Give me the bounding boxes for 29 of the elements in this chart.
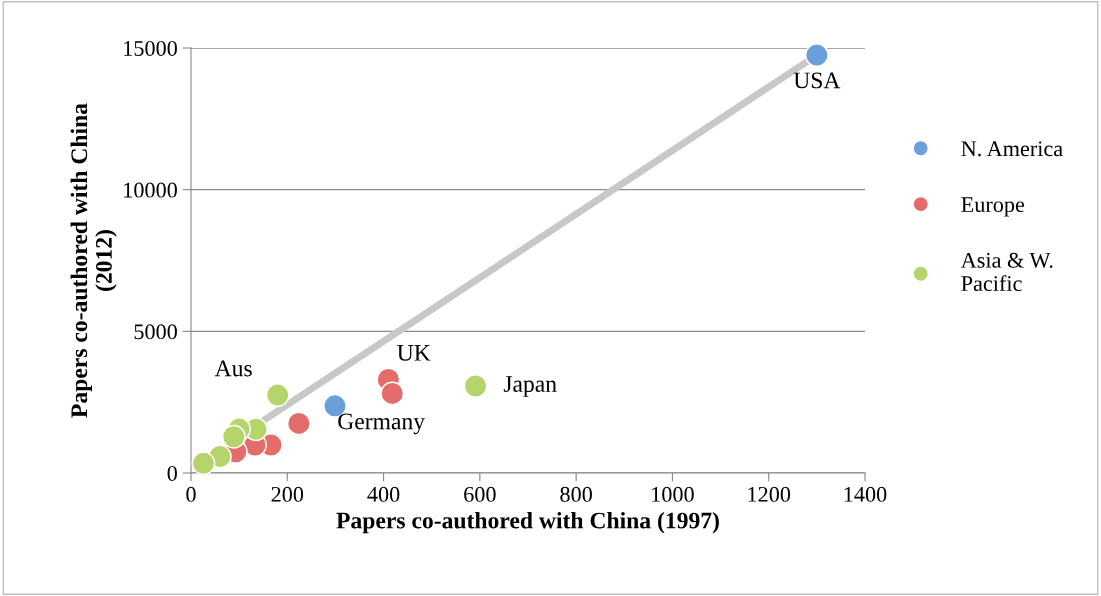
y-tick-label: 5000 (134, 324, 177, 340)
x-tick-label: 200 (271, 486, 304, 502)
x-tick-label: 1400 (844, 486, 887, 502)
point (221, 424, 246, 449)
annotation: UK (397, 345, 431, 361)
point (286, 411, 311, 436)
y-tick-label: 15000 (124, 40, 177, 56)
y-axis-title: Papers co-authored with China (2012) (70, 103, 117, 418)
point (191, 451, 216, 476)
point (463, 374, 488, 398)
legend-label: Asia & W. Pacific (960, 252, 1053, 292)
annotation: USA (793, 72, 841, 89)
point (380, 381, 405, 406)
point (804, 43, 829, 67)
x-tick-label: 800 (560, 486, 592, 502)
x-tick-label: 400 (367, 486, 400, 502)
annotation: Aus (214, 360, 252, 377)
x-tick-label: 1200 (748, 486, 791, 502)
x-tick-label: 600 (464, 486, 496, 502)
y-tick-label: 10000 (124, 182, 177, 198)
point (265, 383, 290, 407)
legend-label: Europe (961, 197, 1025, 217)
x-axis-title: Papers co-authored with China (1997) (336, 511, 719, 534)
y-tick-label: 0 (167, 465, 177, 481)
annotation: Germany (338, 413, 425, 435)
x-tick-label: 1000 (652, 486, 694, 502)
legend-label: N. America (961, 141, 1063, 157)
annotation: Japan (503, 376, 557, 397)
x-tick-label: 0 (186, 486, 196, 502)
